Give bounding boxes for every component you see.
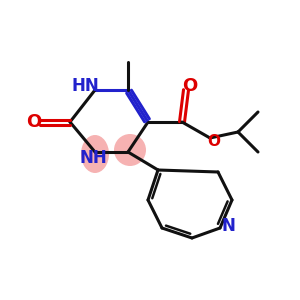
Text: HN: HN [71,77,99,95]
Ellipse shape [81,135,109,173]
Text: O: O [182,77,198,95]
Text: NH: NH [79,149,107,167]
Text: O: O [26,113,42,131]
Text: O: O [208,134,220,149]
Text: N: N [221,217,235,235]
Circle shape [114,134,146,166]
